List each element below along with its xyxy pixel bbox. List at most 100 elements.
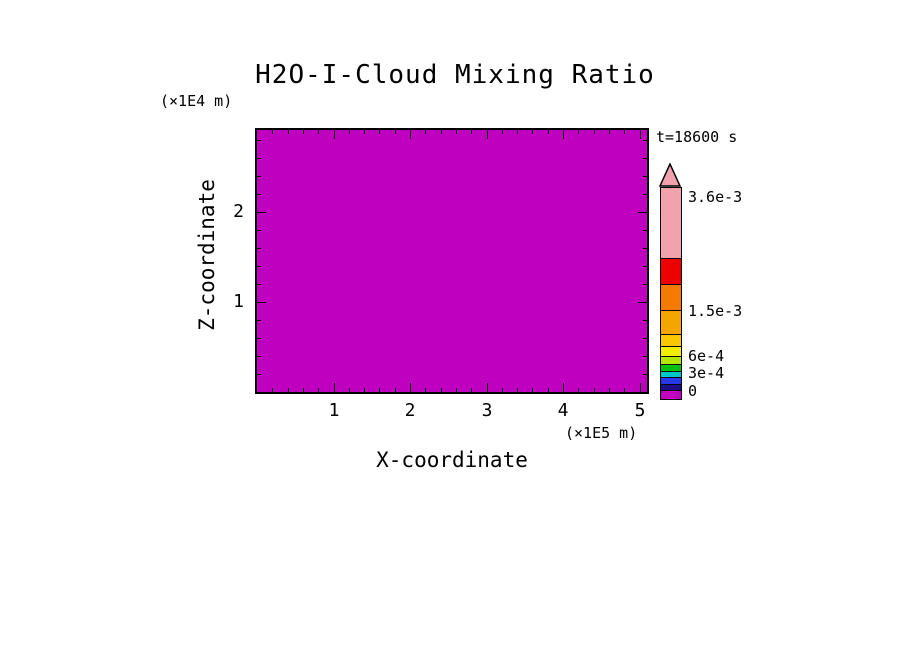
- axis-tick: [638, 302, 647, 303]
- axis-tick: [257, 230, 261, 231]
- axis-tick: [643, 230, 647, 231]
- x-tick-label-3: 3: [481, 400, 493, 421]
- axis-tick: [471, 388, 472, 392]
- axis-tick: [379, 130, 380, 134]
- axis-tick: [640, 383, 641, 392]
- axis-tick: [643, 158, 647, 159]
- chart-title: H2O-I-Cloud Mixing Ratio: [255, 60, 655, 90]
- axis-tick: [318, 388, 319, 392]
- axis-tick: [578, 388, 579, 392]
- axis-tick: [334, 383, 335, 392]
- axis-tick: [578, 130, 579, 134]
- axis-tick: [364, 130, 365, 134]
- colorbar-tick-label-1.5e-3: 1.5e-3: [688, 302, 743, 320]
- axis-tick: [487, 383, 488, 392]
- colorbar-segment: [661, 356, 681, 364]
- axis-tick: [548, 130, 549, 134]
- axis-tick: [257, 140, 261, 141]
- axis-tick: [609, 130, 610, 134]
- axis-tick: [288, 388, 289, 392]
- axis-tick: [257, 356, 261, 357]
- axis-tick: [643, 284, 647, 285]
- axis-tick: [257, 302, 266, 303]
- axis-tick: [425, 388, 426, 392]
- axis-tick: [502, 388, 503, 392]
- axis-tick: [303, 130, 304, 134]
- colorbar-segment: [661, 258, 681, 284]
- x-tick-label-4: 4: [557, 400, 569, 421]
- axis-tick: [643, 320, 647, 321]
- axis-tick: [257, 158, 261, 159]
- axis-tick: [257, 374, 261, 375]
- axis-tick: [643, 374, 647, 375]
- colorbar-segment: [661, 334, 681, 346]
- axis-tick: [563, 130, 564, 139]
- colorbar-segment: [661, 371, 681, 377]
- axis-tick: [349, 388, 350, 392]
- colorbar-segment: [661, 377, 681, 384]
- axis-tick: [334, 130, 335, 139]
- colorbar: [660, 187, 682, 400]
- colorbar-tick-label-3.6e-3: 3.6e-3: [688, 188, 743, 206]
- axis-tick: [609, 388, 610, 392]
- axis-tick: [624, 130, 625, 134]
- x-tick-label-1: 1: [328, 400, 340, 421]
- y-axis-label: Z-coordinate: [195, 179, 219, 331]
- axis-tick: [288, 130, 289, 134]
- axis-tick: [640, 130, 641, 139]
- axis-tick: [410, 383, 411, 392]
- colorbar-segment: [661, 188, 681, 258]
- axis-tick: [643, 338, 647, 339]
- x-tick-label-5: 5: [634, 400, 646, 421]
- axis-tick: [643, 176, 647, 177]
- colorbar-segment: [661, 364, 681, 371]
- axis-tick: [548, 388, 549, 392]
- axis-tick: [272, 130, 273, 134]
- axis-tick: [257, 212, 266, 213]
- axis-tick: [594, 130, 595, 134]
- axis-tick: [379, 388, 380, 392]
- axis-tick: [441, 130, 442, 134]
- colorbar-segment: [661, 310, 681, 334]
- x-axis-label: X-coordinate: [376, 448, 528, 472]
- time-annotation: t=18600 s: [656, 128, 738, 146]
- y-tick-label-2: 2: [233, 201, 244, 222]
- axis-tick: [643, 356, 647, 357]
- colorbar-tick-label-6e-4: 6e-4: [688, 347, 725, 365]
- y-axis-unit-label: (×1E4 m): [160, 92, 233, 110]
- axis-tick: [395, 388, 396, 392]
- axis-tick: [364, 388, 365, 392]
- axis-tick: [643, 140, 647, 141]
- colorbar-tick-label-0: 0: [688, 382, 698, 400]
- axis-tick: [257, 176, 261, 177]
- axis-tick: [410, 130, 411, 139]
- axis-tick: [517, 130, 518, 134]
- axis-tick: [425, 130, 426, 134]
- axis-tick: [563, 383, 564, 392]
- axis-tick: [643, 248, 647, 249]
- axis-tick: [456, 388, 457, 392]
- axis-tick: [594, 388, 595, 392]
- colorbar-segment: [661, 346, 681, 356]
- axis-tick: [303, 388, 304, 392]
- axis-tick: [502, 130, 503, 134]
- axis-tick: [318, 130, 319, 134]
- axis-tick: [349, 130, 350, 134]
- x-tick-label-2: 2: [404, 400, 416, 421]
- x-axis-unit-label: (×1E5 m): [565, 424, 638, 442]
- axis-tick: [257, 320, 261, 321]
- colorbar-segment: [661, 384, 681, 390]
- axis-tick: [643, 194, 647, 195]
- axis-tick: [257, 266, 261, 267]
- axis-tick: [257, 194, 261, 195]
- axis-tick: [643, 266, 647, 267]
- colorbar-overflow-arrow-icon: [659, 163, 681, 187]
- axis-tick: [532, 388, 533, 392]
- axis-tick: [272, 388, 273, 392]
- plot-area: [255, 128, 649, 394]
- y-tick-label-1: 1: [233, 291, 244, 312]
- axis-tick: [456, 130, 457, 134]
- axis-tick: [257, 248, 261, 249]
- axis-tick: [638, 212, 647, 213]
